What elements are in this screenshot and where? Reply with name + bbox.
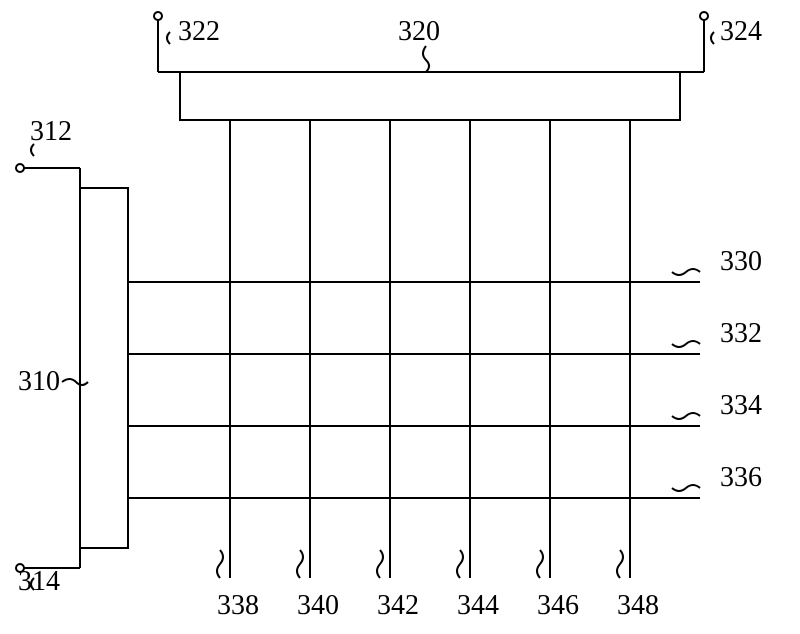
leader-338 [217,550,223,578]
label-336: 336 [720,462,762,493]
top-shift-register [180,72,680,120]
label-330: 330 [720,246,762,277]
leader-336 [672,485,700,491]
label-344: 344 [457,590,499,621]
label-324: 324 [720,16,762,47]
label-334: 334 [720,390,762,421]
leader-320 [423,46,429,72]
label-322: 322 [178,16,220,47]
leader-342 [377,550,383,578]
label-312: 312 [30,116,72,147]
leader-346 [537,550,543,578]
label-332: 332 [720,318,762,349]
pin-312 [16,164,24,172]
label-310: 310 [18,366,60,397]
label-340: 340 [297,590,339,621]
pin-322 [154,12,162,20]
pin-324 [700,12,708,20]
label-338: 338 [217,590,259,621]
leader-332 [672,341,700,347]
label-342: 342 [377,590,419,621]
leader-324 [711,32,714,44]
label-346: 346 [537,590,579,621]
label-348: 348 [617,590,659,621]
leader-344 [457,550,463,578]
leader-322 [167,32,170,44]
leader-330 [672,269,700,275]
left-shift-register [80,188,128,548]
label-320: 320 [398,16,440,47]
label-314: 314 [18,566,60,597]
leader-334 [672,413,700,419]
leader-348 [617,550,623,578]
leader-340 [297,550,303,578]
